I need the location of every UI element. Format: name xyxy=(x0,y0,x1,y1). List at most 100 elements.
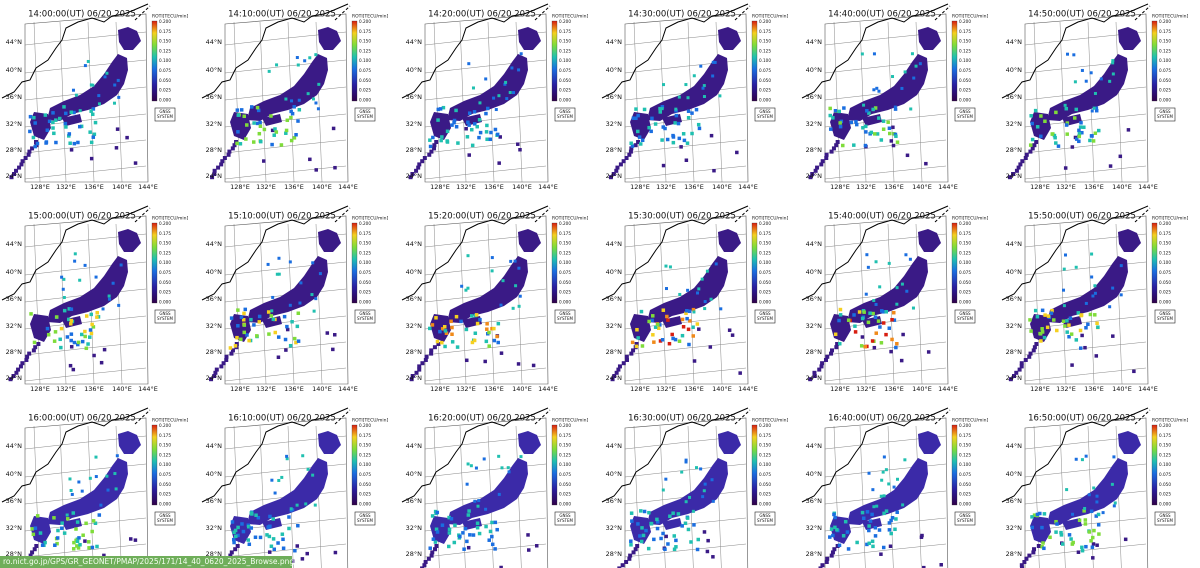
roti-dot xyxy=(69,318,74,323)
roti-dot xyxy=(470,143,475,148)
roti-dot xyxy=(231,537,236,542)
roti-dot xyxy=(308,56,312,60)
roti-dot xyxy=(879,138,884,142)
station-dot xyxy=(730,333,735,337)
japan-stations xyxy=(430,314,451,342)
colorbar-tick: 0.050 xyxy=(359,482,371,487)
roti-dot xyxy=(631,116,636,120)
colorbar-tick: 0.125 xyxy=(759,452,771,457)
panel-title: 16:00:00(UT) 06/20 2025 xyxy=(28,414,136,424)
roti-dot xyxy=(1089,509,1094,514)
roti-dot xyxy=(311,97,315,101)
lat-label: 36°N xyxy=(206,93,223,101)
japan-stations xyxy=(447,256,528,323)
colorbar-label: ROTI[TECU/min] xyxy=(1152,216,1189,222)
roti-dot xyxy=(270,142,274,147)
roti-dot xyxy=(472,122,477,126)
colorbar-tick: 0.175 xyxy=(359,29,371,34)
roti-dot xyxy=(86,59,90,63)
station-dot xyxy=(835,342,840,346)
roti-dot xyxy=(490,542,495,547)
japan-stations xyxy=(1118,27,1141,50)
roti-dot xyxy=(843,519,848,524)
lat-label: 28°N xyxy=(206,348,223,356)
roti-dot xyxy=(471,533,476,537)
roti-dot xyxy=(35,514,40,518)
graticule xyxy=(633,223,641,385)
japan-stations xyxy=(1062,316,1082,328)
station-dot xyxy=(727,328,732,332)
graticule xyxy=(833,223,841,385)
station-dot xyxy=(222,156,227,160)
lat-label: 24°N xyxy=(406,374,423,382)
roti-dot xyxy=(465,482,469,486)
roti-dot xyxy=(290,99,294,103)
colorbar-tick: 0.050 xyxy=(1159,482,1171,487)
station-dot xyxy=(420,159,425,164)
roti-dot xyxy=(45,128,50,132)
roti-dot xyxy=(292,136,297,140)
station-dot xyxy=(820,361,825,366)
roti-dot xyxy=(690,111,694,115)
station-dot xyxy=(417,364,422,369)
roti-dot xyxy=(28,114,33,119)
lon-label: 132°E xyxy=(656,183,676,191)
roti-dot xyxy=(865,542,869,547)
roti-dot xyxy=(894,134,898,138)
roti-dot xyxy=(676,121,681,126)
roti-dot xyxy=(860,52,864,56)
roti-dot xyxy=(276,335,281,339)
roti-dot xyxy=(714,262,718,266)
roti-dot xyxy=(833,525,837,530)
roti-dot xyxy=(271,295,275,299)
roti-dot xyxy=(229,316,234,320)
lat-label: 32°N xyxy=(6,524,23,532)
graticule xyxy=(424,367,547,382)
roti-dot xyxy=(258,120,262,125)
colorbar-tick: 0.025 xyxy=(1159,290,1171,295)
roti-dot xyxy=(267,534,272,539)
graticule xyxy=(624,59,747,74)
roti-dot xyxy=(97,94,101,98)
roti-dot xyxy=(1083,506,1087,510)
colorbar-tick: 0.000 xyxy=(559,501,571,506)
colorbar-tick: 0.000 xyxy=(959,97,971,102)
japan-stations xyxy=(47,458,128,525)
roti-dot xyxy=(59,326,64,331)
roti-dot xyxy=(496,321,501,326)
roti-dot xyxy=(674,538,678,543)
roti-dot xyxy=(656,322,660,327)
coastline xyxy=(201,3,349,99)
station-dot xyxy=(872,345,877,350)
roti-dot xyxy=(506,466,510,470)
colorbar-tick: 0.000 xyxy=(959,299,971,304)
roti-dot xyxy=(75,520,80,524)
roti-dot xyxy=(283,337,288,342)
coastline xyxy=(401,407,549,503)
roti-dot xyxy=(881,127,886,131)
graticule xyxy=(233,223,241,385)
roti-dot xyxy=(295,503,299,507)
roti-dot xyxy=(482,457,486,461)
roti-dot xyxy=(867,528,871,533)
roti-dot xyxy=(116,78,120,82)
roti-dot xyxy=(464,288,468,292)
roti-dot xyxy=(1082,125,1086,130)
roti-dot xyxy=(517,266,521,270)
roti-dot xyxy=(76,140,80,145)
lat-label: 44°N xyxy=(606,240,623,248)
station-dot xyxy=(71,367,76,372)
roti-dot xyxy=(887,482,891,486)
roti-dot xyxy=(667,341,672,346)
colorbar-tick: 0.000 xyxy=(959,501,971,506)
colorbar-tick: 0.075 xyxy=(759,270,771,275)
colorbar-tick: 0.025 xyxy=(959,492,971,497)
logo-text: SYSTEM xyxy=(1157,114,1173,119)
station-dot xyxy=(233,547,238,552)
roti-dot xyxy=(1096,512,1101,517)
roti-dot xyxy=(833,108,838,113)
roti-dot xyxy=(837,318,841,323)
colorbar xyxy=(1151,20,1158,102)
lat-label: 44°N xyxy=(606,442,623,450)
roti-dot xyxy=(1082,509,1086,513)
